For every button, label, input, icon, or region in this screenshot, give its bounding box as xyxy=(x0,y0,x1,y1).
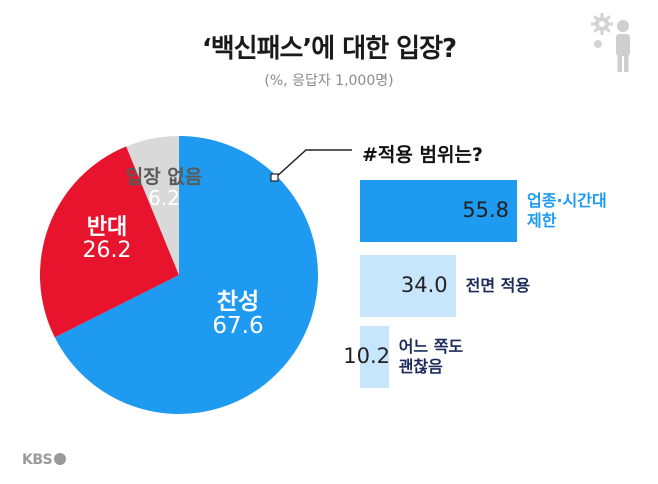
bar-3 xyxy=(360,326,389,388)
kbs-logo-text: KBS xyxy=(22,452,53,468)
bar-label-line: 어느 쪽도 xyxy=(398,337,464,356)
bar-label-line: 업종·시간대 xyxy=(527,191,607,210)
person-icon xyxy=(616,20,630,72)
pie-value-none: 6.2 xyxy=(148,185,180,210)
kbs-logo: KBS xyxy=(22,452,67,468)
gear-icon xyxy=(591,13,613,48)
page-title: ‘백신패스’에 대한 입장? xyxy=(201,34,457,64)
bar-label-1: 업종·시간대 제한 xyxy=(527,191,607,231)
gear-person-icon xyxy=(591,13,630,72)
pie-label-none: 입장 없음 6.2 xyxy=(108,166,220,210)
bar-2 xyxy=(360,255,456,317)
pie-slice-none xyxy=(126,136,179,275)
bar-label-line: 괜찮음 xyxy=(398,357,443,376)
pie-label-agree: 찬성 67.6 xyxy=(188,290,288,338)
bar-label-2: 전면 적용 xyxy=(466,276,530,296)
bar-label-line: 제한 xyxy=(527,211,557,230)
callout-marker xyxy=(270,173,279,182)
pie-slice-oppose xyxy=(40,146,179,338)
bar-chart-title: #적용 범위는? xyxy=(362,144,483,166)
bar-value-2: 34.0 xyxy=(400,273,448,297)
pie-value-agree: 67.6 xyxy=(212,313,264,340)
pie-label-oppose: 반대 26.2 xyxy=(62,216,152,262)
callout-line xyxy=(274,149,352,179)
pie-slice-agree xyxy=(54,136,319,414)
bar-value-3: 10.2 xyxy=(343,344,390,368)
pie-category-none: 입장 없음 xyxy=(125,166,203,188)
kbs-logo-icon xyxy=(54,453,67,465)
bar-label-line: 전면 적용 xyxy=(465,276,531,295)
bar-label-3: 어느 쪽도 괜찮음 xyxy=(399,337,463,377)
bar-1 xyxy=(360,180,517,242)
pie-value-oppose: 26.2 xyxy=(82,238,132,264)
pie-category-oppose: 반대 xyxy=(86,215,128,240)
page-subtitle: (%, 응답자 1,000명) xyxy=(264,73,394,89)
pie-category-agree: 찬성 xyxy=(216,289,260,315)
bar-value-1: 55.8 xyxy=(462,198,509,222)
